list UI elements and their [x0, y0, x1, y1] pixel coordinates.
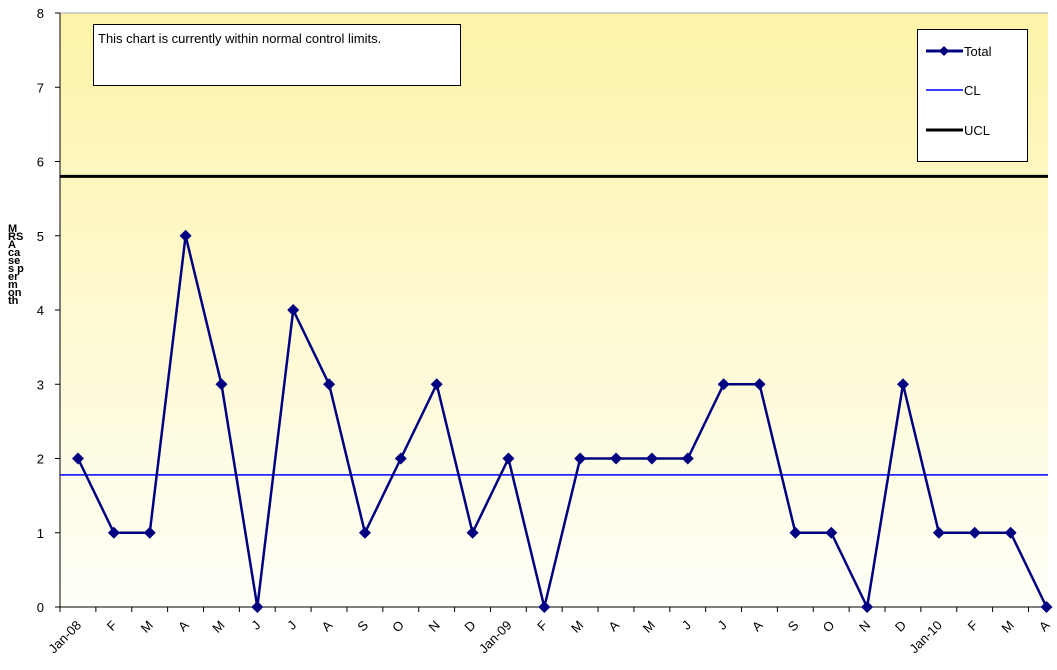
- legend-item-total: Total: [926, 41, 991, 61]
- legend-cl-line: [926, 89, 963, 91]
- total-point: [538, 601, 551, 613]
- y-tick-label: 8: [37, 6, 44, 21]
- y-tick-label: 0: [37, 600, 44, 615]
- total-point: [681, 452, 694, 465]
- x-tick-label: A: [1036, 617, 1053, 634]
- total-point: [358, 526, 371, 539]
- legend-label-ucl: UCL: [964, 122, 991, 138]
- total-point: [825, 526, 838, 539]
- total-point: [502, 452, 515, 465]
- control-limits-note: This chart is currently within normal co…: [93, 24, 461, 86]
- x-tick-label: F: [965, 617, 981, 633]
- total-point: [645, 452, 658, 465]
- plot-area: [60, 13, 1048, 607]
- y-tick-label: 4: [37, 303, 44, 318]
- legend: Total CL UCL: [917, 29, 1028, 162]
- total-point: [610, 452, 623, 465]
- x-tick-label: A: [318, 617, 335, 634]
- total-point: [394, 452, 407, 465]
- total-point: [72, 452, 84, 465]
- total-point: [215, 378, 228, 391]
- x-tick-label: J: [679, 618, 694, 633]
- x-tick-label: F: [104, 617, 120, 633]
- x-tick-label: M: [568, 618, 586, 636]
- x-tick-label: O: [389, 618, 407, 636]
- total-point: [179, 229, 192, 242]
- x-tick-label: O: [820, 618, 838, 636]
- total-point: [968, 526, 981, 539]
- y-axis-label: MRSA cases per month: [8, 223, 24, 307]
- x-tick-label: A: [175, 617, 192, 634]
- total-point: [717, 378, 730, 391]
- legend-item-cl: CL: [926, 80, 981, 100]
- total-point: [143, 526, 156, 539]
- total-point: [287, 304, 300, 316]
- y-tick-label: 2: [37, 452, 44, 467]
- total-point: [753, 378, 766, 391]
- x-tick-label: J: [715, 618, 730, 633]
- x-tick-label: A: [605, 617, 622, 634]
- total-series-line: [76, 234, 1048, 609]
- y-tick-label: 7: [37, 80, 44, 95]
- x-tick-label: F: [534, 617, 550, 633]
- total-point: [107, 526, 120, 539]
- x-tick-label: A: [749, 617, 766, 634]
- x-tick-label: J: [248, 618, 263, 633]
- x-tick-label: M: [640, 618, 658, 636]
- legend-label-cl: CL: [964, 82, 981, 98]
- y-tick-label: 6: [37, 155, 44, 170]
- x-tick-label: M: [209, 618, 227, 636]
- legend-label-total: Total: [964, 43, 992, 59]
- y-tick-label: 5: [37, 229, 44, 244]
- total-point: [430, 378, 443, 391]
- x-tick-label: N: [426, 618, 443, 635]
- x-tick-label: Jan-08: [45, 618, 84, 657]
- x-tick-label: Jan-10: [906, 618, 945, 657]
- total-point: [897, 378, 910, 391]
- total-point: [861, 601, 874, 613]
- legend-total-marker: [926, 46, 963, 56]
- total-point: [1004, 526, 1017, 539]
- x-tick-label: S: [354, 617, 371, 634]
- x-tick-label: M: [998, 618, 1016, 636]
- x-tick-label: Jan-09: [476, 618, 515, 657]
- x-tick-label: D: [892, 618, 909, 635]
- total-point: [251, 601, 264, 613]
- total-point: [1040, 601, 1053, 613]
- y-tick-label: 3: [37, 377, 44, 392]
- x-tick-label: N: [856, 618, 873, 635]
- total-point: [932, 526, 945, 539]
- y-tick-label: 1: [37, 526, 44, 541]
- total-point: [789, 526, 802, 539]
- x-tick-label: S: [785, 617, 802, 634]
- x-tick-label: J: [284, 618, 299, 633]
- legend-item-ucl: UCL: [926, 120, 990, 140]
- total-point: [466, 526, 479, 539]
- total-point: [574, 452, 587, 465]
- x-tick-label: M: [138, 618, 156, 636]
- legend-ucl-line: [926, 128, 963, 132]
- x-tick-label: D: [461, 618, 478, 635]
- total-point: [323, 378, 336, 391]
